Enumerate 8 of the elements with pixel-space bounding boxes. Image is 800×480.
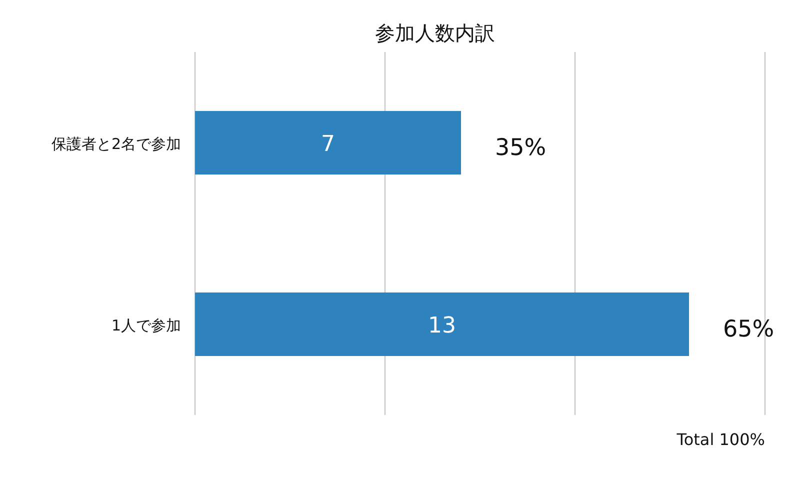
- annotation: 65%: [723, 316, 774, 342]
- chart-title: 参加人数内訳: [375, 21, 495, 45]
- y-tick-label: 保護者と2名で参加: [51, 134, 181, 153]
- y-tick-label: 1人で参加: [111, 316, 181, 334]
- data-label: 13: [428, 313, 456, 338]
- annotation: 35%: [495, 134, 546, 161]
- text: Total 100%: [676, 430, 765, 449]
- data-label: 7: [321, 132, 335, 157]
